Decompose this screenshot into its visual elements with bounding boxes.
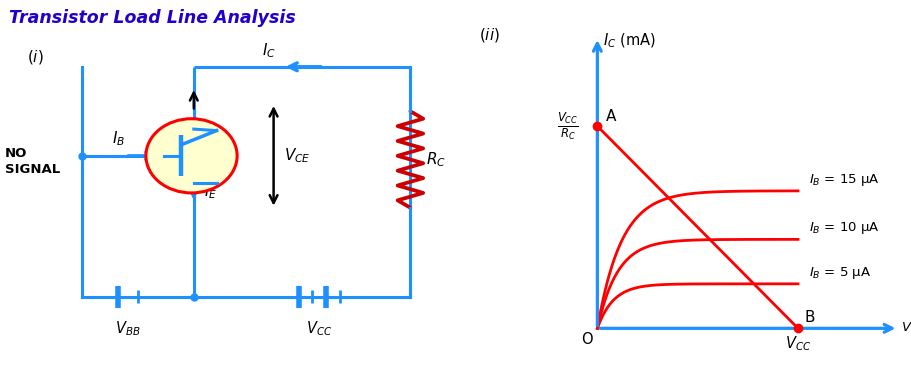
Text: $I_B$ = 10 μA: $I_B$ = 10 μA [809, 220, 879, 236]
Text: $V_{CC}$: $V_{CC}$ [306, 319, 332, 338]
Text: $R_C$: $R_C$ [426, 150, 445, 169]
Text: $I_B$ = 5 μA: $I_B$ = 5 μA [809, 265, 871, 281]
Text: $\frac{V_{CC}}{R_C}$: $\frac{V_{CC}}{R_C}$ [557, 110, 578, 142]
Text: A: A [605, 109, 615, 124]
Text: B: B [804, 311, 814, 325]
Text: $V_{CE}$ (VOLTS): $V_{CE}$ (VOLTS) [900, 320, 911, 336]
Text: $(ii)$: $(ii)$ [478, 26, 499, 44]
Text: NO
SIGNAL: NO SIGNAL [5, 147, 60, 176]
Text: $V_{CE}$: $V_{CE}$ [283, 147, 310, 165]
Text: $I_B$ = 15 μA: $I_B$ = 15 μA [809, 172, 879, 188]
Text: Transistor Load Line Analysis: Transistor Load Line Analysis [9, 9, 295, 27]
Text: $I_E$: $I_E$ [204, 183, 217, 201]
Text: $V_{BB}$: $V_{BB}$ [115, 319, 140, 338]
Text: $I_B$: $I_B$ [112, 129, 125, 148]
Text: $V_{CC}$: $V_{CC}$ [784, 334, 810, 352]
Text: O: O [580, 332, 592, 347]
Text: $I_C$ (mA): $I_C$ (mA) [602, 32, 655, 50]
Text: $(i)$: $(i)$ [27, 48, 44, 66]
Text: $I_C$: $I_C$ [261, 42, 276, 60]
Circle shape [146, 119, 237, 193]
